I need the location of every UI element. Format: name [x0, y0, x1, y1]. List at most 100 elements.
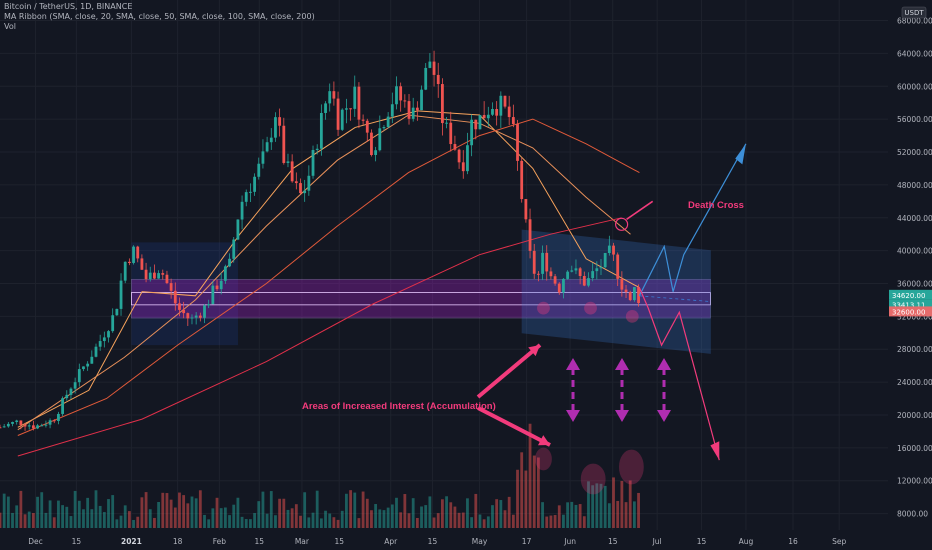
price-tick-label: 36000.00 [897, 279, 932, 288]
volume-bar [503, 510, 507, 528]
candle-body [557, 283, 561, 293]
candle-body [411, 107, 415, 119]
price-tick-label: 44000.00 [897, 214, 932, 223]
volume-bar [215, 497, 219, 528]
time-tick-label: 15 [72, 537, 82, 546]
candle-body [382, 127, 386, 129]
volume-bar [353, 492, 357, 528]
candle-body [365, 120, 369, 133]
volume-bar [40, 492, 44, 528]
volume-bar [165, 493, 169, 528]
candle-body [628, 292, 632, 301]
volume-bar [27, 511, 31, 528]
volume-bar [395, 497, 398, 528]
accumulation-price-circle [625, 309, 639, 323]
descending-channel [521, 229, 711, 354]
candle-body [23, 424, 27, 427]
candle-body [620, 278, 624, 290]
volume-bar [616, 500, 620, 528]
last-price-tag-text: 32600.00 [892, 308, 925, 316]
candle-body [27, 425, 31, 427]
time-tick-label: Jun [563, 537, 576, 546]
volume-bar [511, 514, 515, 528]
candle-body [582, 275, 586, 286]
price-tick-label: 12000.00 [897, 477, 932, 486]
death-cross-label: Death Cross [688, 200, 744, 211]
time-tick-label: 15 [334, 537, 344, 546]
price-tick-label: 8000.00 [897, 510, 928, 519]
candle-body [478, 115, 482, 130]
price-tick-label: 40000.00 [897, 247, 932, 256]
candle-body [386, 116, 390, 128]
volume-bar [207, 519, 211, 528]
volume-bar [173, 507, 177, 528]
volume-bar [148, 509, 152, 528]
volume-bar [541, 502, 544, 528]
volume-bar [315, 490, 319, 528]
last-price-tag [889, 289, 932, 300]
candle-body [607, 245, 611, 254]
volume-bar [11, 512, 14, 528]
volume-bar [140, 497, 144, 528]
time-tick-label: Sep [832, 537, 846, 546]
volume-bar [77, 500, 81, 528]
volume-bar [457, 512, 461, 528]
volume-bar [303, 492, 307, 528]
candle-body [48, 420, 52, 425]
candle-body [86, 363, 90, 367]
candle-body [361, 119, 365, 121]
volume-bar [449, 502, 453, 528]
candle-body [566, 271, 570, 279]
candle-body [107, 331, 110, 338]
volume-bar [328, 513, 332, 528]
candle-body [349, 108, 352, 110]
candle-body [428, 61, 432, 68]
price-axis[interactable]: 8000.00 12000.00 16000.00 20000.00 24000.00 2… [889, 17, 932, 519]
candle-body [632, 287, 636, 301]
currency-badge[interactable]: USDT [901, 6, 927, 19]
volume-bar [73, 490, 77, 528]
moving-average-ma200 [17, 217, 622, 457]
bearish-arrowhead [710, 441, 720, 461]
time-axis[interactable]: Dec 15 2021 18 Feb 15 Mar 15 Apr 15 May 17 Jun 15 Jul 1… [28, 537, 846, 546]
bearish-projection [638, 287, 720, 461]
legend-volume[interactable]: Vol [4, 22, 16, 31]
candle-body [511, 117, 515, 125]
volume-bar [599, 483, 603, 528]
volume-bar [420, 506, 423, 528]
candlestick-series [0, 50, 640, 431]
accumulation-price-circle [537, 301, 550, 315]
volume-bar [332, 517, 336, 528]
candle-body [595, 268, 599, 272]
support-zone-inner [131, 292, 711, 306]
last-price-tag-text: 33413.11 [892, 302, 925, 310]
candle-body [441, 84, 444, 124]
volume-bar [357, 518, 361, 528]
candle-body [240, 201, 244, 220]
volume-bar [470, 517, 474, 528]
volume-bar [428, 496, 432, 528]
candle-body [432, 61, 436, 75]
volume-bar [591, 485, 595, 528]
chart-legend: Bitcoin / TetherUS, 1D, BINANCE MA Ribbo… [4, 2, 315, 32]
volume-bar [536, 457, 540, 528]
price-tick-label: 60000.00 [897, 82, 932, 91]
volume-bar [107, 499, 110, 528]
volume-bar [282, 498, 286, 528]
legend-symbol[interactable]: Bitcoin / TetherUS, 1D, BINANCE [4, 2, 133, 11]
candle-body [36, 425, 39, 429]
candle-body [603, 253, 607, 268]
volume-bar [399, 512, 403, 528]
price-tick-label: 16000.00 [897, 444, 932, 453]
volume-bar [31, 513, 35, 528]
volume-bar [82, 509, 85, 528]
candle-body [395, 86, 398, 105]
candle-body [261, 151, 265, 164]
volume-bar [136, 516, 140, 528]
legend-ma-ribbon[interactable]: MA Ribbon (SMA, close, 20, SMA, close, 5… [4, 12, 315, 21]
candle-body [52, 420, 56, 422]
support-zone [131, 278, 711, 319]
volume-bar [311, 512, 315, 528]
volume-bar [169, 499, 173, 528]
